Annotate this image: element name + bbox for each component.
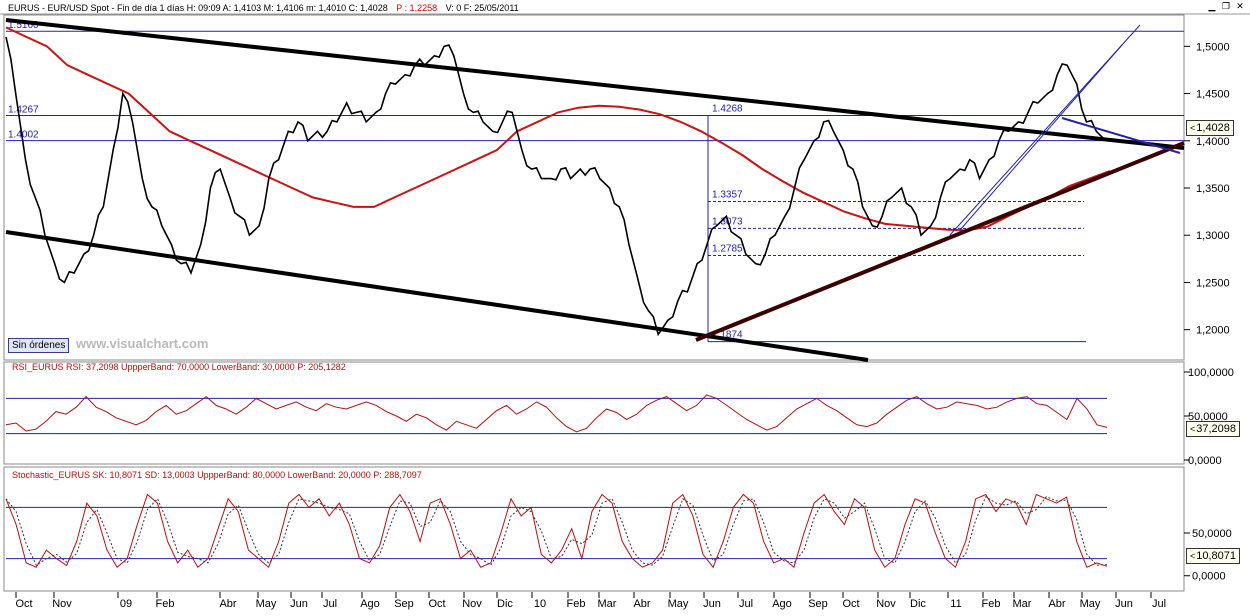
price-y-tick-label: 1,2000: [1196, 325, 1230, 337]
level-label: 1.5160: [8, 20, 39, 31]
stoch-header: Stochastic_EURUS SK: 10,8071 SD: 13,0003…: [12, 470, 422, 480]
level-label: 1.3357: [712, 190, 743, 201]
support-trendline: [695, 141, 1185, 342]
price-pane: [3, 14, 1185, 361]
level-label: 1.1874: [712, 330, 743, 341]
price-y-tick-label: 1,2500: [1196, 277, 1230, 289]
x-tick-label: Dic: [497, 598, 513, 610]
rsi-layer: 100,0000 50,0000 0,0000: [5, 367, 1234, 467]
price-layer: 1,5000 1,4500 1,4000 1,3500 1,3000 1,2500 1,20…: [5, 18, 1230, 362]
rsi-header: RSI_EURUS RSI: 37,2098 UppperBand: 70,00…: [12, 362, 346, 372]
window-controls: ▁ ❐ ✕: [1206, 1, 1246, 13]
price-y-tick-label: 1,4500: [1196, 89, 1230, 101]
rsi-pane: [3, 361, 1185, 465]
x-tick-label: Oct: [428, 598, 445, 610]
stoch-y-tick-label: 50,0000: [1192, 528, 1232, 540]
x-tick-label: Nov: [462, 598, 482, 610]
x-tick-label: Oct: [15, 598, 32, 610]
moving-average-line: [5, 26, 1111, 232]
x-tick-label: Jun: [290, 598, 308, 610]
x-tick-label: 09: [120, 598, 132, 610]
x-tick-label: May: [256, 598, 277, 610]
price-y-tick-label: 1,4000: [1196, 136, 1230, 148]
x-tick-label: Ago: [360, 598, 380, 610]
x-axis: Oct Nov 09 Feb Abr May Jun Jul Ago Sep Oct Nov Dic 10…: [15, 592, 1166, 610]
x-tick-label: Dic: [910, 598, 926, 610]
last-price-box: 1,4028: [1186, 120, 1234, 136]
stoch-line: [5, 493, 1108, 569]
price-y-tick-label: 1,3000: [1196, 230, 1230, 242]
close-icon[interactable]: ✕: [1236, 2, 1244, 12]
price-line: [5, 36, 1107, 337]
rsi-y-tick-label: 50,0000: [1188, 411, 1228, 423]
x-tick-label: Nov: [52, 598, 72, 610]
orders-button[interactable]: Sin órdenes: [8, 338, 70, 353]
x-tick-label: Oct: [842, 598, 859, 610]
x-tick-label: May: [1080, 598, 1101, 610]
rsi-y-tick-label: 100,0000: [1188, 367, 1234, 379]
short-trendline: [1061, 117, 1181, 154]
price-y-tick-label: 1,3500: [1196, 183, 1230, 195]
x-tick-label: Abr: [633, 598, 650, 610]
channel-upper-trendline: [5, 18, 1185, 150]
x-tick-label: Nov: [876, 598, 896, 610]
minimize-icon[interactable]: ▁: [1208, 2, 1216, 12]
x-tick-label: Jul: [323, 598, 337, 610]
rsi-y-tick-label: 0,0000: [1188, 455, 1222, 467]
x-tick-label: Jul: [739, 598, 753, 610]
price-y-tick-label: 1,5000: [1196, 41, 1230, 53]
x-tick-label: Sep: [394, 598, 414, 610]
channel-lower-trendline: [5, 230, 869, 362]
x-tick-label: Feb: [567, 598, 586, 610]
level-label: 1.4002: [8, 130, 39, 141]
watermark: www.visualchart.com: [76, 336, 209, 351]
x-tick-label: Mar: [598, 598, 617, 610]
stoch-signal-line: [5, 495, 1108, 566]
level-label: 1.4268: [712, 103, 743, 114]
x-tick-label: Sep: [808, 598, 828, 610]
rsi-line: [5, 394, 1108, 433]
x-tick-label: Abr: [1048, 598, 1065, 610]
x-tick-label: Jun: [1115, 598, 1133, 610]
x-tick-label: 10: [534, 598, 546, 610]
restore-icon[interactable]: ❐: [1221, 2, 1231, 12]
level-label: 1.2785: [712, 244, 743, 255]
rsi-last-box: 37,2098: [1186, 421, 1241, 437]
wedge-lower-line: [959, 44, 1123, 231]
x-tick-label: Mar: [1013, 598, 1032, 610]
x-tick-label: Jul: [1152, 598, 1166, 610]
x-tick-label: Feb: [156, 598, 175, 610]
level-label: 1.4267: [8, 105, 39, 116]
x-tick-label: Abr: [219, 598, 236, 610]
stoch-last-box: 10,8071: [1186, 548, 1241, 564]
stoch-layer: 50,0000 0,0000: [5, 493, 1232, 583]
x-tick-label: 11: [950, 598, 961, 610]
stoch-y-tick-label: 0,0000: [1192, 571, 1226, 583]
x-tick-label: Jun: [703, 598, 721, 610]
x-tick-label: Feb: [982, 598, 1001, 610]
main-header: EURUS - EUR/USD Spot - Fin de día 1 días…: [8, 3, 519, 13]
x-tick-label: Ago: [772, 598, 792, 610]
x-tick-label: May: [668, 598, 689, 610]
